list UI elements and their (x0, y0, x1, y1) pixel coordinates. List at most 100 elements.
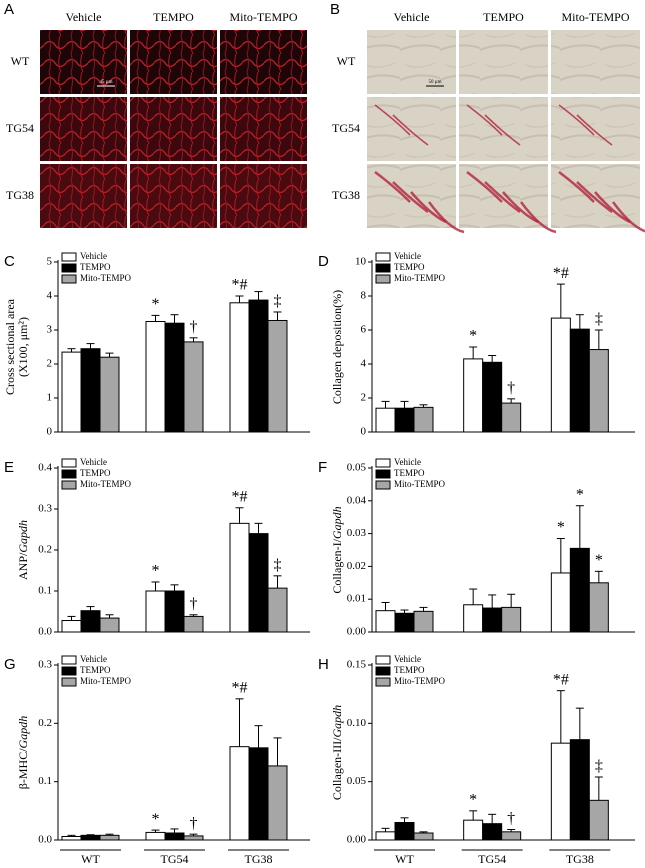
bar (248, 747, 269, 841)
bar (588, 799, 609, 841)
y-tick-label: 0.2 (38, 717, 52, 729)
y-axis-label: (X100, μm²) (16, 317, 30, 377)
y-tick-label: 0.15 (347, 659, 367, 671)
y-tick-label: 4 (47, 290, 53, 302)
legend-swatch (61, 458, 77, 468)
panel-letter: F (318, 459, 327, 476)
bar (482, 361, 503, 433)
significance-mark: † (190, 815, 198, 832)
collagen-streak (466, 104, 503, 136)
legend-label: TEMPO (80, 665, 111, 675)
micrograph (367, 30, 456, 94)
significance-mark: * (469, 792, 477, 809)
bar (267, 765, 288, 841)
significance-mark: † (190, 318, 198, 335)
y-tick-label: 0.10 (347, 717, 367, 729)
legend-label: Vehicle (80, 251, 107, 261)
micrograph (130, 164, 217, 228)
y-tick-label: 0.02 (347, 560, 366, 572)
fiber-glow (130, 164, 217, 228)
micrograph (367, 97, 456, 161)
y-axis-label-part: (X100, μm²) (16, 317, 30, 377)
legend-label: Vehicle (394, 654, 421, 664)
significance-mark: † (507, 810, 515, 827)
panel-letter: E (4, 459, 14, 476)
fiber-glow (220, 164, 307, 228)
y-axis-label: β-MHC/Gapdh (16, 716, 30, 789)
y-tick-label: 0.2 (38, 544, 52, 556)
collagen-streak (576, 114, 613, 146)
legend-swatch (375, 469, 391, 479)
panel-letter: C (4, 253, 15, 270)
y-tick-label: 5 (47, 256, 53, 268)
x-tick-label: WT (81, 852, 100, 866)
row-label: WT (11, 54, 30, 68)
y-tick-label: 0.1 (38, 775, 52, 787)
bar (164, 832, 185, 841)
fiber-glow (40, 97, 127, 161)
bar (99, 617, 120, 633)
significance-mark: ‡ (595, 311, 603, 328)
significance-mark: * (469, 328, 477, 345)
panel-letter: H (318, 656, 329, 673)
significance-mark: *# (553, 265, 569, 282)
micrograph (220, 30, 307, 94)
fiber-glow (220, 97, 307, 161)
bar (164, 590, 185, 633)
y-axis-label-part: Gapdh (330, 506, 344, 539)
collagen-streak (427, 201, 465, 234)
micrograph (40, 97, 127, 161)
legend-swatch (61, 677, 77, 687)
significance-mark: ‡ (274, 557, 282, 574)
row-label: TG54 (332, 121, 360, 135)
collagen-streak (392, 114, 429, 146)
bar (550, 317, 571, 433)
bar (267, 587, 288, 633)
y-tick-label: 0 (47, 426, 53, 438)
y-tick-label: 6 (361, 324, 367, 336)
y-tick-label: 0.01 (347, 593, 366, 605)
bar (413, 610, 434, 633)
y-axis-label: Cross sectional area (3, 298, 17, 395)
legend-swatch (375, 655, 391, 665)
row-label: TG38 (6, 188, 34, 202)
significance-mark: * (152, 563, 160, 580)
bar (80, 610, 101, 633)
column-header: TEMPO (153, 10, 194, 24)
row-label: TG54 (6, 121, 34, 135)
y-tick-label: 0.3 (38, 503, 52, 515)
legend-swatch (375, 274, 391, 284)
legend-label: TEMPO (80, 468, 111, 478)
legend-swatch (375, 263, 391, 273)
y-axis-label-part: Collagen-III/ (330, 737, 344, 800)
y-tick-label: 1 (47, 392, 53, 404)
y-axis-label-part: Collagen deposition(%) (330, 290, 344, 404)
legend-label: Mito-TEMPO (80, 273, 132, 283)
bar (482, 823, 503, 841)
collagen-streak (484, 114, 521, 146)
bar (413, 832, 434, 841)
x-tick-label: TG38 (566, 852, 594, 866)
bar (463, 604, 484, 633)
significance-mark: * (152, 296, 160, 313)
bar (501, 402, 522, 433)
legend-swatch (61, 274, 77, 284)
y-axis-label-part: ANP/ (16, 552, 30, 580)
x-tick-label: TG54 (161, 852, 189, 866)
significance-mark: *# (232, 488, 248, 505)
legend-label: Vehicle (80, 654, 107, 664)
significance-mark: † (507, 380, 515, 397)
bar (588, 582, 609, 633)
micrograph (551, 97, 640, 161)
collagen-streak (576, 181, 613, 214)
bar (375, 407, 396, 433)
bar (375, 610, 396, 633)
collagen-streak (484, 181, 521, 214)
bar (229, 522, 250, 633)
bar (183, 615, 204, 633)
y-tick-label: 0.05 (347, 462, 367, 474)
legend-label: Mito-TEMPO (394, 676, 446, 686)
bar (267, 319, 288, 433)
bar (164, 322, 185, 433)
legend-label: Mito-TEMPO (394, 479, 446, 489)
